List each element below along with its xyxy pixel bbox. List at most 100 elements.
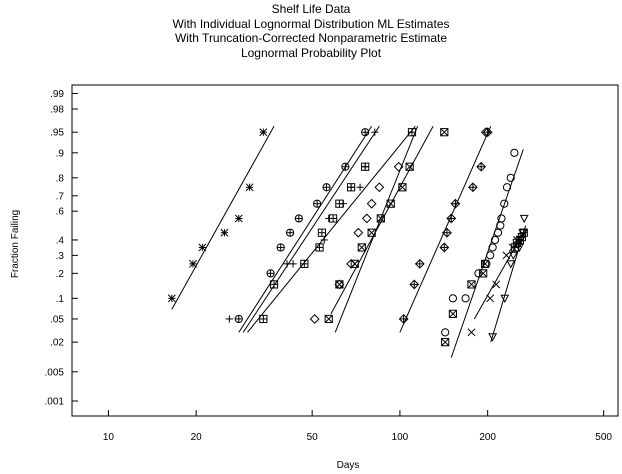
- data-point: [335, 199, 344, 208]
- y-tick-label: .3: [56, 251, 65, 262]
- marker-circle: [461, 294, 470, 303]
- marker-box: [405, 162, 414, 171]
- marker-triangle: [488, 333, 498, 342]
- y-tick-label: .1: [56, 294, 65, 305]
- data-point: [448, 309, 458, 318]
- data-point: [320, 236, 328, 244]
- marker-diamond: [334, 279, 345, 290]
- data-point: [309, 314, 320, 324]
- marker-stroke: [467, 328, 476, 337]
- marker-box: [448, 309, 458, 318]
- marker-circle: [486, 251, 495, 260]
- marker-stroke: [234, 214, 243, 223]
- data-point: [245, 183, 254, 192]
- data-point: [479, 269, 488, 278]
- marker-circle: [493, 228, 503, 237]
- data-point: [407, 128, 417, 137]
- marker-stroke: [324, 314, 333, 323]
- data-point: [335, 280, 344, 289]
- data-point: [374, 182, 385, 193]
- data-point: [440, 128, 449, 137]
- marker-stroke: [189, 259, 197, 268]
- data-point: [497, 214, 506, 223]
- marker-circle: [474, 269, 483, 278]
- marker-circle: [490, 235, 500, 245]
- fit-line: [490, 225, 527, 343]
- marker-box: [367, 228, 376, 237]
- marker-circle: [502, 183, 512, 192]
- marker-diamond: [480, 127, 491, 138]
- data-point: [189, 259, 197, 268]
- data-point: [259, 128, 268, 137]
- marker-stroke: [386, 199, 395, 208]
- data-point: [512, 238, 522, 248]
- data-point: [276, 243, 285, 252]
- data-point: [474, 269, 483, 278]
- y-axis-ticks: .001 .005 .02 .05 .1 .2 .3 .4 .6 .7 .8 .9 .95 .98 .99: [45, 89, 78, 408]
- marker-circle: [496, 221, 505, 230]
- data-markers: [167, 127, 529, 347]
- marker-stroke: [441, 338, 450, 347]
- y-tick-label: .6: [56, 207, 65, 218]
- data-point: [266, 269, 275, 278]
- data-point: [398, 183, 407, 192]
- marker-diamond: [414, 258, 425, 269]
- data-point: [386, 199, 395, 208]
- data-point: [234, 314, 243, 324]
- data-point: [450, 198, 461, 209]
- marker-box: [480, 259, 490, 268]
- title-line-3: With Truncation-Corrected Nonparametric …: [174, 31, 448, 45]
- marker-circle: [441, 328, 450, 337]
- data-point: [315, 243, 324, 252]
- marker-stroke: [467, 280, 476, 289]
- marker-triangle: [519, 214, 529, 224]
- data-point: [486, 294, 495, 303]
- y-tick-label: .2: [56, 269, 65, 280]
- marker-stroke: [405, 162, 414, 171]
- x-tick-label: 500: [595, 432, 612, 443]
- data-point: [409, 279, 420, 290]
- data-point: [357, 243, 366, 252]
- marker-diamond: [482, 127, 493, 138]
- y-tick-label: .99: [50, 89, 64, 100]
- data-point: [334, 279, 345, 290]
- marker-diamond: [374, 182, 385, 193]
- data-point: [467, 280, 476, 289]
- data-point: [350, 259, 359, 268]
- data-point: [493, 228, 503, 237]
- marker-stroke: [481, 259, 490, 268]
- chart-title: Shelf Life Data With Individual Lognorma…: [0, 2, 622, 60]
- data-point: [341, 162, 350, 171]
- data-point: [467, 182, 478, 193]
- x-tick-label: 100: [392, 432, 409, 443]
- x-axis-ticks: 10 20 50 100 200 500: [103, 410, 612, 443]
- marker-circle: [497, 214, 506, 223]
- data-point: [490, 235, 500, 245]
- marker-stroke: [479, 269, 488, 278]
- marker-stroke: [335, 280, 344, 289]
- plot-frame: [71, 84, 619, 417]
- y-tick-label: .98: [50, 104, 64, 115]
- data-point: [285, 228, 295, 237]
- fit-lines: [171, 125, 527, 358]
- marker-box: [479, 269, 488, 278]
- data-point: [361, 162, 370, 171]
- data-point: [519, 228, 528, 237]
- data-point: [367, 228, 376, 237]
- data-point: [492, 280, 501, 289]
- marker-stroke: [440, 128, 449, 137]
- marker-diamond: [446, 213, 457, 224]
- marker-circle: [448, 294, 458, 303]
- fit-line: [242, 125, 380, 333]
- y-tick-label: .05: [50, 314, 64, 325]
- data-point: [500, 199, 509, 208]
- data-point: [502, 251, 511, 260]
- data-point: [517, 232, 526, 242]
- data-point: [361, 128, 370, 137]
- marker-stroke: [367, 228, 376, 237]
- marker-diamond: [450, 198, 461, 209]
- data-point: [322, 183, 331, 192]
- data-point: [446, 213, 457, 224]
- data-point: [480, 127, 491, 138]
